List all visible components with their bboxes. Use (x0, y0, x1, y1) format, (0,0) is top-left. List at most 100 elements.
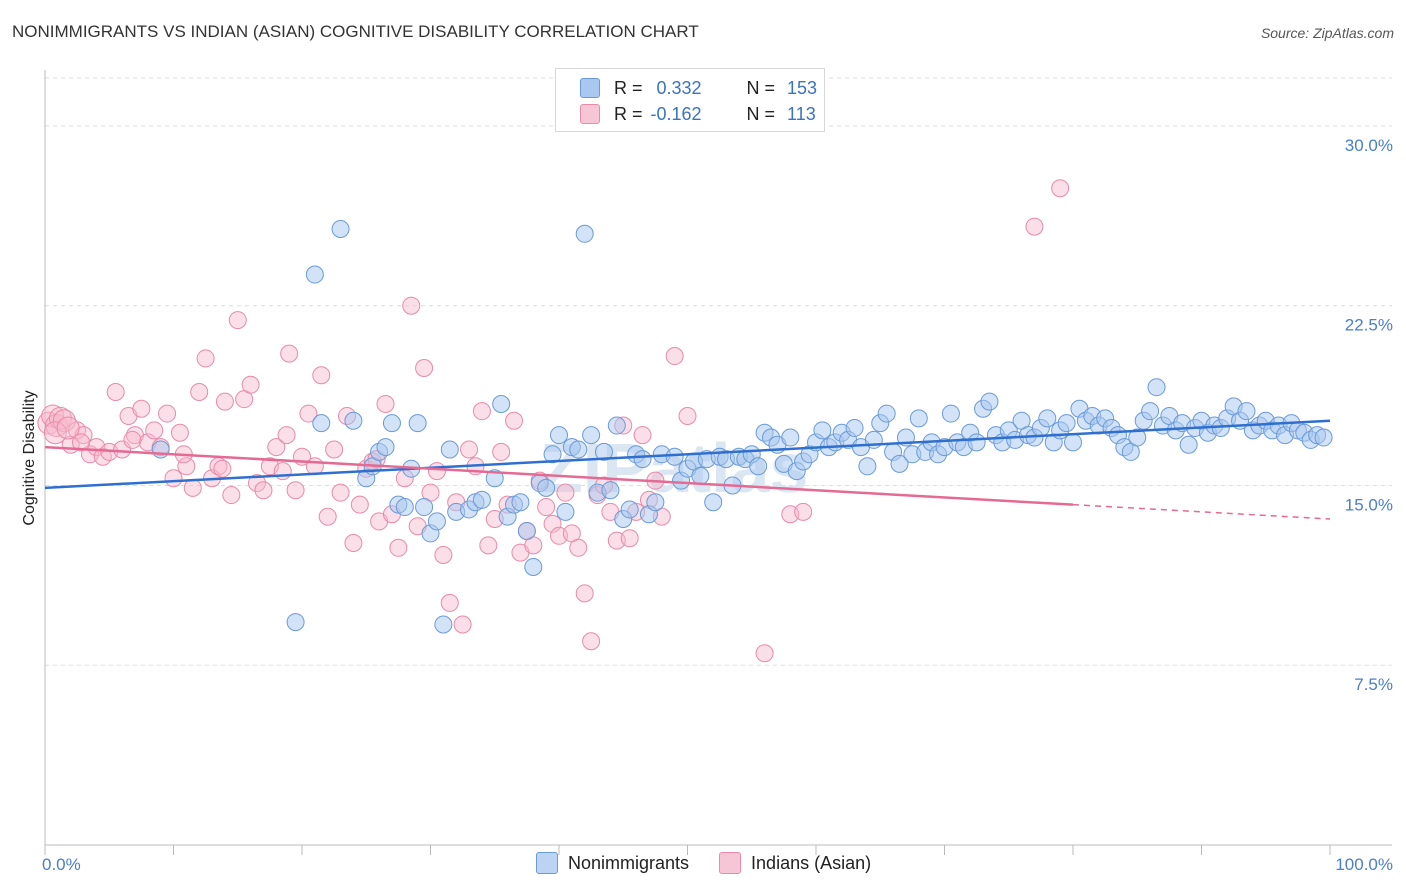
data-point-indians (325, 440, 344, 459)
data-point-indians (537, 498, 556, 517)
r-value: 0.332 (656, 77, 702, 98)
data-point-nonimmigrants (749, 457, 768, 476)
data-point-indians (633, 426, 652, 445)
legend-swatch-blue (580, 78, 600, 98)
data-point-nonimmigrants (980, 392, 999, 411)
legend-label: Nonimmigrants (568, 852, 690, 873)
data-point-nonimmigrants (594, 442, 613, 461)
data-point-nonimmigrants (607, 416, 626, 435)
data-point-nonimmigrants (517, 522, 536, 541)
y-tick-label: 7.5% (1354, 675, 1393, 694)
data-point-nonimmigrants (1128, 428, 1147, 447)
data-point-nonimmigrants (440, 440, 459, 459)
data-point-nonimmigrants (395, 498, 414, 517)
data-point-nonimmigrants (620, 500, 639, 519)
data-point-nonimmigrants (434, 615, 453, 634)
data-point-indians (453, 615, 472, 634)
data-point-indians (267, 438, 286, 457)
n-value: 113 (787, 103, 816, 124)
data-point-nonimmigrants (633, 450, 652, 469)
data-point-indians (43, 421, 67, 445)
data-point-indians (556, 483, 575, 502)
data-point-nonimmigrants (691, 466, 710, 485)
data-point-indians (460, 440, 479, 459)
chart-title: NONIMMIGRANTS VS INDIAN (ASIAN) COGNITIV… (12, 22, 699, 41)
data-point-indians (158, 404, 177, 423)
y-axis-label: Cognitive Disability (21, 390, 38, 525)
data-point-nonimmigrants (408, 414, 427, 433)
data-point-indians (794, 502, 813, 521)
data-point-nonimmigrants (1147, 378, 1166, 397)
legend-row-indians: R = -0.162 N = 113 (580, 101, 816, 127)
data-point-indians (41, 404, 65, 428)
r-label: R = (614, 103, 643, 124)
data-point-indians (575, 584, 594, 603)
data-point-nonimmigrants (344, 411, 363, 430)
data-point-nonimmigrants (376, 438, 395, 457)
data-point-nonimmigrants (813, 421, 832, 440)
n-label: N = (746, 103, 776, 124)
data-point-indians (1051, 179, 1070, 198)
data-point-indians (277, 426, 296, 445)
data-point-indians (415, 359, 434, 378)
data-point-indians (123, 430, 142, 449)
y-tick-label: 22.5% (1345, 316, 1393, 335)
data-point-indians (318, 507, 337, 526)
data-point-nonimmigrants (1038, 409, 1057, 428)
data-point-indians (170, 423, 189, 442)
data-point-indians (71, 433, 90, 452)
data-point-nonimmigrants (582, 426, 601, 445)
data-point-indians (48, 406, 72, 430)
series-nonimmigrants (151, 220, 1333, 634)
data-point-indians (678, 406, 697, 425)
series-indians-asian (37, 179, 1070, 663)
data-point-nonimmigrants (845, 418, 864, 437)
data-point-indians (427, 462, 446, 481)
trend-line-nonimmigrants (44, 419, 1331, 490)
data-point-indians (164, 469, 183, 488)
data-point-nonimmigrants (569, 440, 588, 459)
data-point-indians (132, 399, 151, 418)
data-point-indians (440, 593, 459, 612)
data-point-nonimmigrants (312, 414, 331, 433)
data-point-indians (350, 495, 369, 514)
data-point-indians (106, 382, 125, 401)
data-point-indians (620, 529, 639, 548)
data-point-nonimmigrants (151, 440, 170, 459)
x-tick-label: 100.0% (1335, 855, 1393, 874)
legend-swatch-pink (580, 104, 600, 124)
data-point-indians (177, 457, 196, 476)
data-point-indians (145, 421, 164, 440)
data-point-nonimmigrants (492, 394, 511, 413)
data-point-nonimmigrants (967, 433, 986, 452)
data-point-nonimmigrants (511, 493, 530, 512)
data-point-nonimmigrants (1064, 433, 1082, 452)
trend-lines (44, 419, 1331, 520)
r-value: -0.162 (650, 103, 702, 124)
legend-item-nonimmigrants: Nonimmigrants (536, 852, 689, 874)
y-tick-label: 30.0% (1345, 136, 1393, 155)
n-value: 153 (787, 77, 818, 98)
data-point-indians (74, 426, 93, 445)
data-point-indians (479, 536, 498, 555)
data-point-nonimmigrants (1057, 414, 1076, 433)
data-point-indians (299, 404, 318, 423)
data-point-indians (389, 538, 408, 557)
data-point-nonimmigrants (781, 428, 800, 447)
r-label: R = (614, 77, 643, 98)
data-point-nonimmigrants (890, 454, 909, 473)
legend-item-indians: Indians (Asian) (719, 852, 871, 874)
data-point-nonimmigrants (286, 613, 305, 632)
data-point-nonimmigrants (1141, 402, 1160, 421)
data-point-indians (434, 545, 453, 564)
legend-label: Indians (Asian) (751, 852, 872, 873)
data-point-nonimmigrants (909, 409, 928, 428)
data-point-indians (665, 347, 684, 366)
data-point-indians (286, 481, 305, 500)
data-point-indians (183, 478, 202, 497)
stats-legend: R = 0.332 N = 153 R = -0.162 N = 113 (555, 68, 825, 132)
legend-swatch-pink (719, 852, 742, 874)
data-point-indians (472, 402, 491, 421)
tick-labels: 7.5% 15.0% 22.5% 30.0% 0.0% 100.0% (42, 136, 1393, 874)
axes (44, 70, 1392, 855)
